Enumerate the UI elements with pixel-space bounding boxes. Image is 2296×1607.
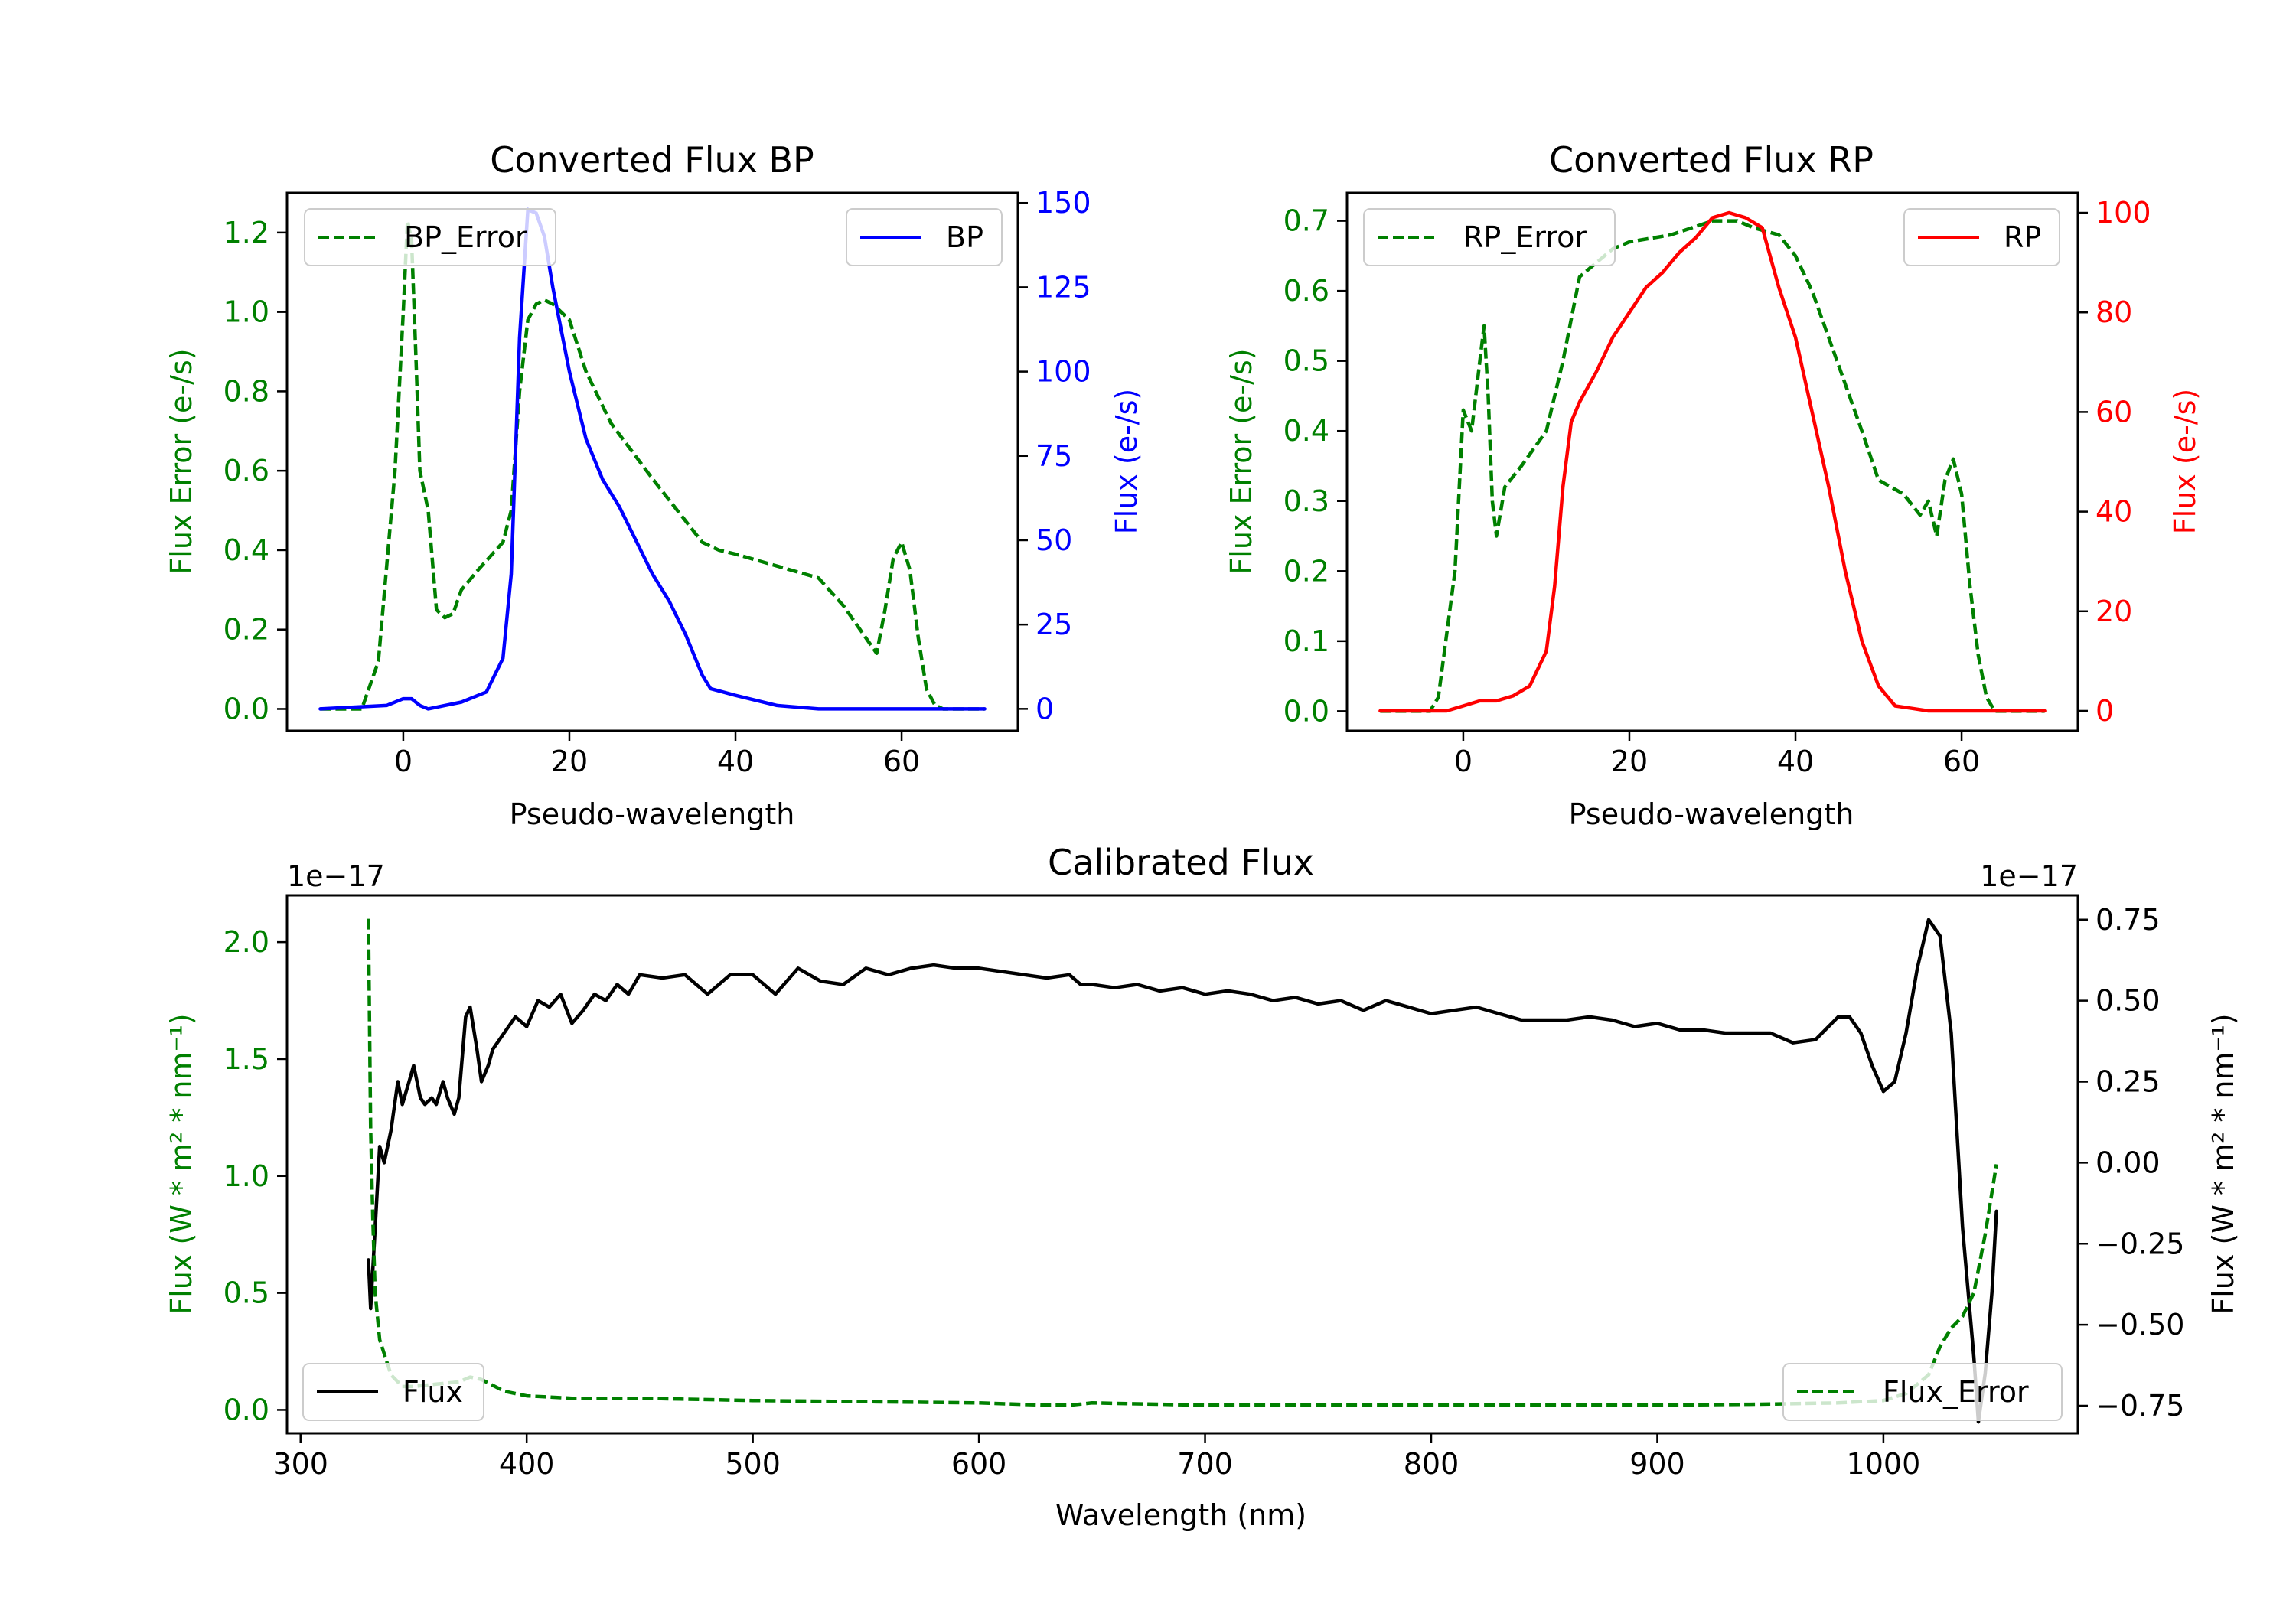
bp-x-axis-label: Pseudo-wavelength	[510, 797, 795, 831]
calibrated-left-offset: 1e−17	[287, 859, 385, 893]
rp-rp-line	[1378, 210, 2047, 713]
calibrated-subplot: Calibrated Flux 300 400 500 600 700 800 900 100…	[165, 842, 2240, 1532]
calibrated-x-tick-label: 500	[725, 1447, 781, 1481]
rp-x-tick-label: 60	[1943, 745, 1980, 778]
bp-right-y-tick-label: 125	[1035, 270, 1091, 304]
bp-subplot: Converted Flux BP 0 20 40 60 0.0 0.2 0.4 0.6 0.8…	[165, 139, 1143, 831]
rp-left-y-tick-label: 0.5	[1283, 344, 1329, 378]
bp-title: Converted Flux BP	[490, 139, 814, 181]
bp-right-y-tick-label: 75	[1035, 439, 1072, 473]
calibrated-right-offset: 1e−17	[1980, 859, 2078, 893]
calibrated-plot-frame	[285, 894, 2079, 1435]
rp-right-y-tick-label: 20	[2095, 595, 2132, 628]
bp-left-y-tick-label: 1.2	[223, 216, 269, 249]
flux-legend[interactable]: Flux	[302, 1363, 484, 1421]
rp-left-y-tick-label: 0.3	[1283, 484, 1329, 518]
bp-right-y-tick-label: 100	[1035, 355, 1091, 389]
calibrated-flux-line	[367, 918, 1998, 1424]
calibrated-title: Calibrated Flux	[1048, 842, 1314, 883]
bp-left-y-tick-label: 0.0	[223, 692, 269, 725]
rp-right-y-tick-label: 40	[2095, 495, 2132, 529]
bp-left-y-tick-label: 0.8	[223, 374, 269, 408]
calibrated-x-tick-label: 900	[1629, 1447, 1685, 1481]
bp-bp-error-line	[320, 219, 985, 711]
rp-left-y-tick-label: 0.0	[1283, 694, 1329, 728]
bp-left-y-tick-label: 0.6	[223, 454, 269, 487]
rp-left-y-tick-label: 0.4	[1283, 414, 1329, 448]
rp-legend[interactable]: RP	[1903, 208, 2060, 266]
bp-legend[interactable]: BP	[846, 208, 1003, 266]
rp-x-tick-label: 0	[1454, 745, 1473, 778]
calibrated-right-y-tick-label: 0.00	[2095, 1146, 2161, 1179]
flux-error-legend[interactable]: Flux_Error	[1782, 1363, 2063, 1421]
rp-error-legend-label: RP_Error	[1463, 220, 1587, 254]
rp-right-y-tick-label: 60	[2095, 395, 2132, 429]
bp-x-tick-label: 40	[717, 745, 754, 778]
calibrated-x-tick-label: 400	[499, 1447, 555, 1481]
bp-x-tick-label: 60	[883, 745, 920, 778]
bp-plot-frame	[285, 191, 1019, 732]
bp-right-y-tick-label: 150	[1035, 186, 1091, 220]
calibrated-x-tick-label: 600	[951, 1447, 1007, 1481]
calibrated-right-y-tick-label: −0.25	[2095, 1227, 2184, 1260]
rp-left-y-tick-label: 0.1	[1283, 624, 1329, 658]
rp-legend-label: RP	[2004, 220, 2041, 254]
rp-rp-error-line	[1380, 219, 2045, 713]
rp-left-y-tick-label: 0.7	[1283, 204, 1329, 238]
rp-error-legend[interactable]: RP_Error	[1363, 208, 1616, 266]
rp-right-axis-label: Flux (e-/s)	[2168, 389, 2202, 534]
calibrated-x-tick-label: 1000	[1847, 1447, 1921, 1481]
calibrated-x-tick-label: 300	[272, 1447, 328, 1481]
bp-x-tick-label: 20	[551, 745, 588, 778]
calibrated-right-y-tick-label: −0.75	[2095, 1389, 2184, 1423]
calibrated-left-axis-label: Flux (W * m² * nm⁻¹)	[165, 1013, 198, 1314]
calibrated-right-y-tick-label: 0.50	[2095, 984, 2161, 1018]
bp-left-axis-label: Flux Error (e-/s)	[165, 348, 198, 574]
bp-error-legend[interactable]: BP_Error	[304, 208, 556, 266]
calibrated-right-y-tick-label: 0.25	[2095, 1065, 2161, 1099]
bp-error-legend-label: BP_Error	[404, 220, 527, 254]
rp-x-tick-label: 20	[1611, 745, 1648, 778]
bp-right-axis-label: Flux (e-/s)	[1110, 389, 1143, 534]
calibrated-left-y-tick-label: 0.0	[223, 1393, 269, 1426]
bp-bp-line	[318, 207, 987, 711]
rp-left-y-tick-label: 0.6	[1283, 274, 1329, 308]
bp-right-y-tick-label: 0	[1035, 692, 1054, 725]
rp-right-y-tick-label: 80	[2095, 295, 2132, 329]
rp-left-axis-label: Flux Error (e-/s)	[1225, 348, 1258, 574]
bp-right-y-tick-label: 25	[1035, 608, 1072, 641]
calibrated-left-y-tick-label: 1.5	[223, 1042, 269, 1076]
bp-legend-label: BP	[946, 220, 983, 254]
rp-left-y-tick-label: 0.2	[1283, 554, 1329, 588]
calibrated-right-axis-label: Flux (W * m² * nm⁻¹)	[2206, 1013, 2240, 1314]
flux-error-legend-label: Flux_Error	[1883, 1375, 2029, 1409]
bp-left-y-tick-label: 0.4	[223, 533, 269, 567]
calibrated-left-y-tick-label: 0.5	[223, 1276, 269, 1310]
calibrated-left-y-tick-label: 2.0	[223, 925, 269, 959]
bp-left-y-tick-label: 0.2	[223, 613, 269, 647]
rp-x-tick-label: 40	[1777, 745, 1814, 778]
rp-right-y-tick-label: 0	[2095, 694, 2114, 728]
calibrated-x-axis-label: Wavelength (nm)	[1055, 1498, 1306, 1532]
rp-title: Converted Flux RP	[1549, 139, 1874, 181]
bp-x-tick-label: 0	[394, 745, 413, 778]
rp-subplot: Converted Flux RP 0 20 40 60 0.0 0.1 0.2 0.3 0.4…	[1225, 139, 2202, 831]
rp-x-axis-label: Pseudo-wavelength	[1569, 797, 1854, 831]
flux-legend-label: Flux	[403, 1375, 463, 1409]
rp-right-y-tick-label: 100	[2095, 196, 2151, 230]
calibrated-left-y-tick-label: 1.0	[223, 1159, 269, 1193]
calibrated-x-tick-label: 800	[1404, 1447, 1459, 1481]
calibrated-right-y-tick-label: 0.75	[2095, 903, 2161, 937]
rp-plot-frame	[1345, 191, 2079, 732]
bp-right-y-tick-label: 50	[1035, 523, 1072, 557]
calibrated-x-tick-label: 700	[1177, 1447, 1233, 1481]
bp-left-y-tick-label: 1.0	[223, 295, 269, 329]
calibrated-right-y-tick-label: −0.50	[2095, 1308, 2184, 1341]
